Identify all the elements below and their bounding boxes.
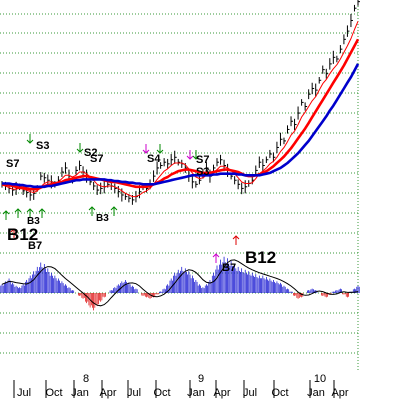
- arrow-head: [76, 148, 84, 153]
- signal-label: B12: [245, 248, 276, 267]
- arrow-head: [110, 206, 118, 211]
- signal-label: S4: [147, 153, 161, 165]
- arrow-head: [232, 235, 240, 240]
- arrow-head: [26, 139, 34, 144]
- x-axis-month-label: Apr: [331, 387, 348, 399]
- moving-average-lines: [1, 21, 360, 198]
- buy-arrow: [14, 208, 22, 218]
- x-axis-year-label: 10: [314, 373, 326, 385]
- sell-arrow: [26, 134, 34, 144]
- oscillator-histogram: [0, 256, 360, 311]
- arrow-head: [38, 208, 46, 213]
- x-axis-month-label: Jan: [187, 387, 205, 399]
- buy-arrow: [2, 210, 10, 220]
- sell-arrow: [142, 144, 150, 154]
- buy-arrow: [232, 235, 240, 245]
- x-axis-year-label: 9: [198, 373, 204, 385]
- sell-arrow: [76, 143, 84, 153]
- x-axis-month-label: Jul: [17, 387, 31, 399]
- moving-average-blue: [2, 63, 360, 189]
- x-axis-year-label: 8: [83, 373, 89, 385]
- sell-arrow: [186, 150, 194, 160]
- arrow-head: [26, 208, 34, 213]
- arrow-head: [2, 210, 10, 215]
- signal-arrows: [2, 134, 240, 263]
- buy-arrow: [26, 208, 34, 218]
- arrow-head: [192, 155, 200, 160]
- buy-arrow: [88, 206, 96, 216]
- signal-label: S7: [196, 154, 209, 166]
- x-axis-month-label: Jan: [307, 387, 325, 399]
- signal-label: S7: [6, 158, 19, 170]
- buy-arrow: [38, 208, 46, 218]
- oscillator-signal-line: [1, 259, 359, 307]
- x-axis-month-label: Jan: [71, 387, 89, 399]
- x-axis-month-label: Oct: [271, 387, 288, 399]
- signal-label: S3: [36, 140, 49, 152]
- signal-label: B12: [7, 225, 38, 244]
- arrow-head: [156, 149, 164, 154]
- x-axis-month-label: Oct: [153, 387, 170, 399]
- buy-arrow: [212, 253, 220, 263]
- x-axis: Jul Oct Jan Apr Jul Oct Jan Apr Jul Oct Jan Apr 8 9 10: [13, 373, 349, 399]
- moving-average-red-thin: [1, 21, 359, 198]
- x-axis-month-label: Apr: [99, 387, 116, 399]
- signal-label: B7: [28, 240, 42, 252]
- x-axis-month-label: Jul: [243, 387, 257, 399]
- signal-label: S2: [84, 147, 97, 159]
- arrow-head: [14, 208, 22, 213]
- x-axis-month-label: Jul: [127, 387, 141, 399]
- arrow-head: [88, 206, 96, 211]
- signal-label: S3: [196, 166, 209, 178]
- signal-label: S7: [90, 153, 103, 165]
- price-bars: [1, 0, 360, 205]
- sell-arrow: [156, 144, 164, 154]
- arrow-head: [186, 155, 194, 160]
- signal-label: B3: [27, 216, 40, 227]
- sell-arrow: [192, 150, 200, 160]
- signal-label: B7: [222, 262, 236, 274]
- arrow-head: [10, 228, 18, 233]
- arrow-head: [212, 253, 220, 258]
- signal-label: B3: [96, 213, 109, 224]
- moving-average-red-thick: [2, 38, 360, 191]
- buy-arrow: [110, 206, 118, 216]
- arrow-head: [142, 149, 150, 154]
- buy-arrow: [10, 228, 18, 238]
- x-axis-month-label: Apr: [213, 387, 230, 399]
- oscillator-signal-path: [1, 259, 359, 307]
- x-axis-month-label: Oct: [45, 387, 62, 399]
